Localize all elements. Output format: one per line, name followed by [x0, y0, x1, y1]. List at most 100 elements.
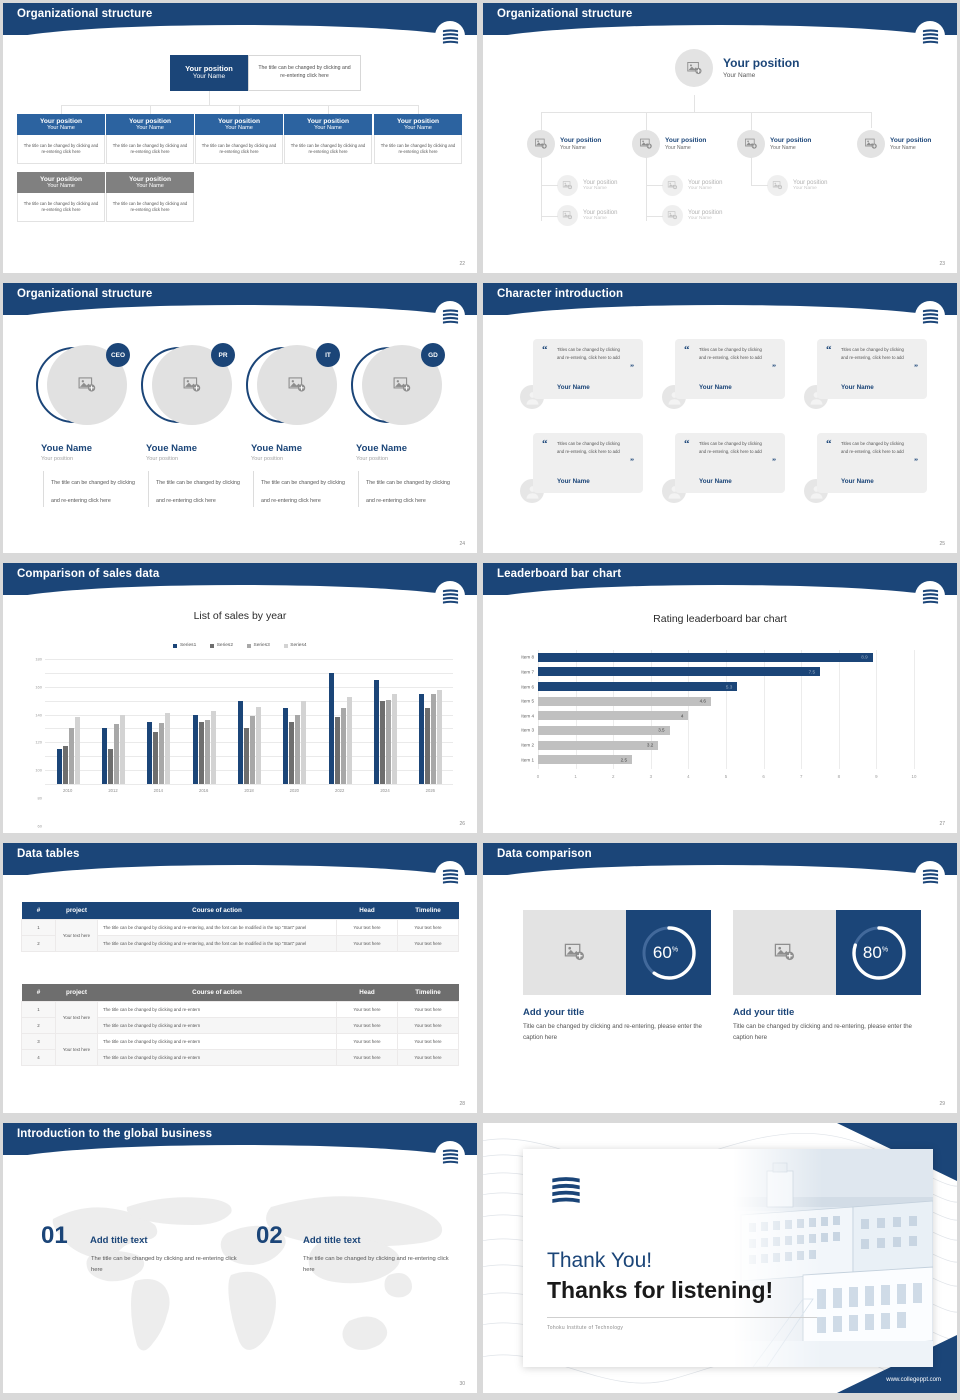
org-node[interactable]: Your position Your Name [527, 130, 601, 158]
org-root[interactable]: Your position Your Name The title can be… [170, 55, 361, 91]
person-description: The title can be changed by clicking and… [148, 471, 240, 507]
table-row[interactable]: 2 The title can be changed by clicking a… [21, 1017, 459, 1035]
table-header-cell: # [21, 984, 56, 1002]
org-node[interactable]: Your position Your Name The title can be… [106, 114, 194, 164]
donut-number: 80 [862, 942, 882, 962]
person-position: Your position [41, 456, 74, 462]
connector-vertical [694, 95, 695, 112]
block-desc: The title can be changed by clicking and… [303, 1256, 449, 1273]
person-description-text: The title can be changed by clicking and… [261, 480, 345, 504]
table-row[interactable]: 4 The title can be changed by clicking a… [21, 1049, 459, 1067]
org-node[interactable]: Your position Your Name The title can be… [374, 114, 462, 164]
bar-group [192, 711, 216, 784]
cell-action: The title can be changed by clicking and… [97, 1000, 337, 1019]
org-subnode[interactable]: Your position Your Name [767, 175, 827, 196]
profile-circle[interactable]: CEO [36, 343, 136, 427]
org-node[interactable]: Your position Your Name [857, 130, 931, 158]
leaderboard-row[interactable]: Item 3 3.5 [521, 725, 670, 735]
header-curve [483, 585, 957, 603]
chart-title: Rating leaderboard bar chart [653, 613, 787, 625]
x-axis-tick: 2 [611, 774, 615, 779]
bar-category-label: Item 6 [521, 684, 534, 690]
bar [431, 693, 437, 784]
table-row[interactable]: 1 Your text here The title can be change… [21, 1000, 459, 1035]
quote-card[interactable]: “ ” Titles can be changed by clicking an… [533, 433, 643, 493]
quote-card[interactable]: “ ” Titles can be changed by clicking an… [817, 339, 927, 399]
y-axis-tick: 180 [35, 656, 42, 662]
gridline: 40 [45, 756, 453, 758]
org-node[interactable]: Your position Your Name The title can be… [17, 114, 105, 164]
org-subnode-name: Your Name [793, 186, 817, 192]
data-table-secondary[interactable]: # project Course of action Head Timeline… [21, 984, 459, 1067]
cell-project: Your text here [55, 1000, 98, 1035]
leaderboard-row[interactable]: Item 8 8.9 [521, 652, 873, 662]
org-subnode[interactable]: Your position Your Name [557, 205, 617, 226]
quote-card[interactable]: “ ” Titles can be changed by clicking an… [675, 339, 785, 399]
page-number: 30 [459, 1381, 465, 1387]
leaderboard-row[interactable]: Item 1 2.5 [521, 755, 632, 765]
x-axis-tick: 2020 [289, 788, 299, 793]
org-node-name: Your Name [770, 144, 796, 151]
person-name: Youe Name [251, 443, 303, 454]
table-row[interactable]: 1 Your text here The title can be change… [21, 918, 459, 953]
quote-close-icon: ” [630, 457, 634, 466]
bar [153, 731, 159, 784]
leaderboard-row[interactable]: Item 7 7.5 [521, 667, 820, 677]
leaderboard-row[interactable]: Item 5 4.6 [521, 696, 711, 706]
table-row[interactable]: 2 The title can be changed by clicking a… [21, 935, 459, 953]
gridline: 20 [45, 770, 453, 772]
profile-circle[interactable]: GD [351, 343, 451, 427]
org-node[interactable]: Your position Your Name [632, 130, 706, 158]
bar-group [283, 700, 307, 784]
avatar [857, 130, 885, 158]
org-subnode[interactable]: Your position Your Name [662, 175, 722, 196]
cell-action: The title can be changed by clicking and… [97, 1033, 337, 1051]
org-subnode[interactable]: Your position Your Name [662, 205, 722, 226]
org-root[interactable]: Your position Your Name [675, 49, 799, 87]
legend-label: Series1 [179, 643, 197, 648]
org-node[interactable]: Your position Your Name The title can be… [17, 172, 105, 222]
org-node-body: The title can be changed by clicking and… [17, 193, 105, 222]
quote-open-icon: “ [684, 438, 690, 450]
cell-head: Your text here [336, 1033, 398, 1051]
bar [74, 717, 80, 784]
org-node[interactable]: Your position Your Name [737, 130, 811, 158]
y-axis-tick: 80 [37, 795, 42, 801]
avatar [632, 130, 660, 158]
page-title: Organizational structure [17, 288, 153, 300]
profile-circle[interactable]: IT [246, 343, 346, 427]
data-table-primary[interactable]: # project Course of action Head Timeline… [21, 902, 459, 953]
quote-card[interactable]: “ ” Titles can be changed by clicking an… [817, 433, 927, 493]
org-node[interactable]: Your position Your Name The title can be… [284, 114, 372, 164]
quote-card[interactable]: “ ” Titles can be changed by clicking an… [675, 433, 785, 493]
leaderboard-row[interactable]: Item 2 3.2 [521, 740, 659, 750]
bar [538, 711, 689, 721]
quote-card[interactable]: “ ” Titles can be changed by clicking an… [533, 339, 643, 399]
bar [374, 679, 379, 784]
legend-swatch [210, 643, 215, 648]
org-root-note-text: The title can be changed by clicking and… [258, 65, 351, 79]
org-subnode[interactable]: Your position Your Name [557, 175, 617, 196]
connector-drop [239, 105, 240, 114]
website-url[interactable]: www.collegeppt.com [886, 1377, 941, 1383]
org-node[interactable]: Your position Your Name The title can be… [106, 172, 194, 222]
block-title[interactable]: Add title text [90, 1235, 148, 1246]
header-curve [483, 865, 957, 883]
connector-horizontal [61, 105, 419, 106]
gridline [914, 650, 915, 769]
comparison-item[interactable]: 80% Add your title Title can be changed … [733, 910, 921, 1043]
block-title[interactable]: Add title text [303, 1235, 361, 1246]
leaderboard-row[interactable]: Item 4 4 [521, 711, 689, 721]
org-node[interactable]: Your position Your Name The title can be… [195, 114, 283, 164]
bar-category-label: Item 5 [521, 698, 534, 704]
table-row[interactable]: 3 Your text here The title can be change… [21, 1033, 459, 1067]
bar-group [102, 715, 125, 784]
slide-character-introduction: Character introduction “ ” Titles can be… [480, 280, 960, 560]
leaderboard-row[interactable]: Item 6 5.3 [521, 682, 738, 692]
comparison-item[interactable]: 60% Add your title Title can be changed … [523, 910, 711, 1043]
chart-legend: Series1 Series2 Series3 Series4 [3, 643, 477, 648]
profile-circle[interactable]: PR [141, 343, 241, 427]
gridline [575, 650, 577, 769]
connector-horizontal [541, 112, 871, 113]
cell-timeline: Your text here [397, 918, 459, 937]
